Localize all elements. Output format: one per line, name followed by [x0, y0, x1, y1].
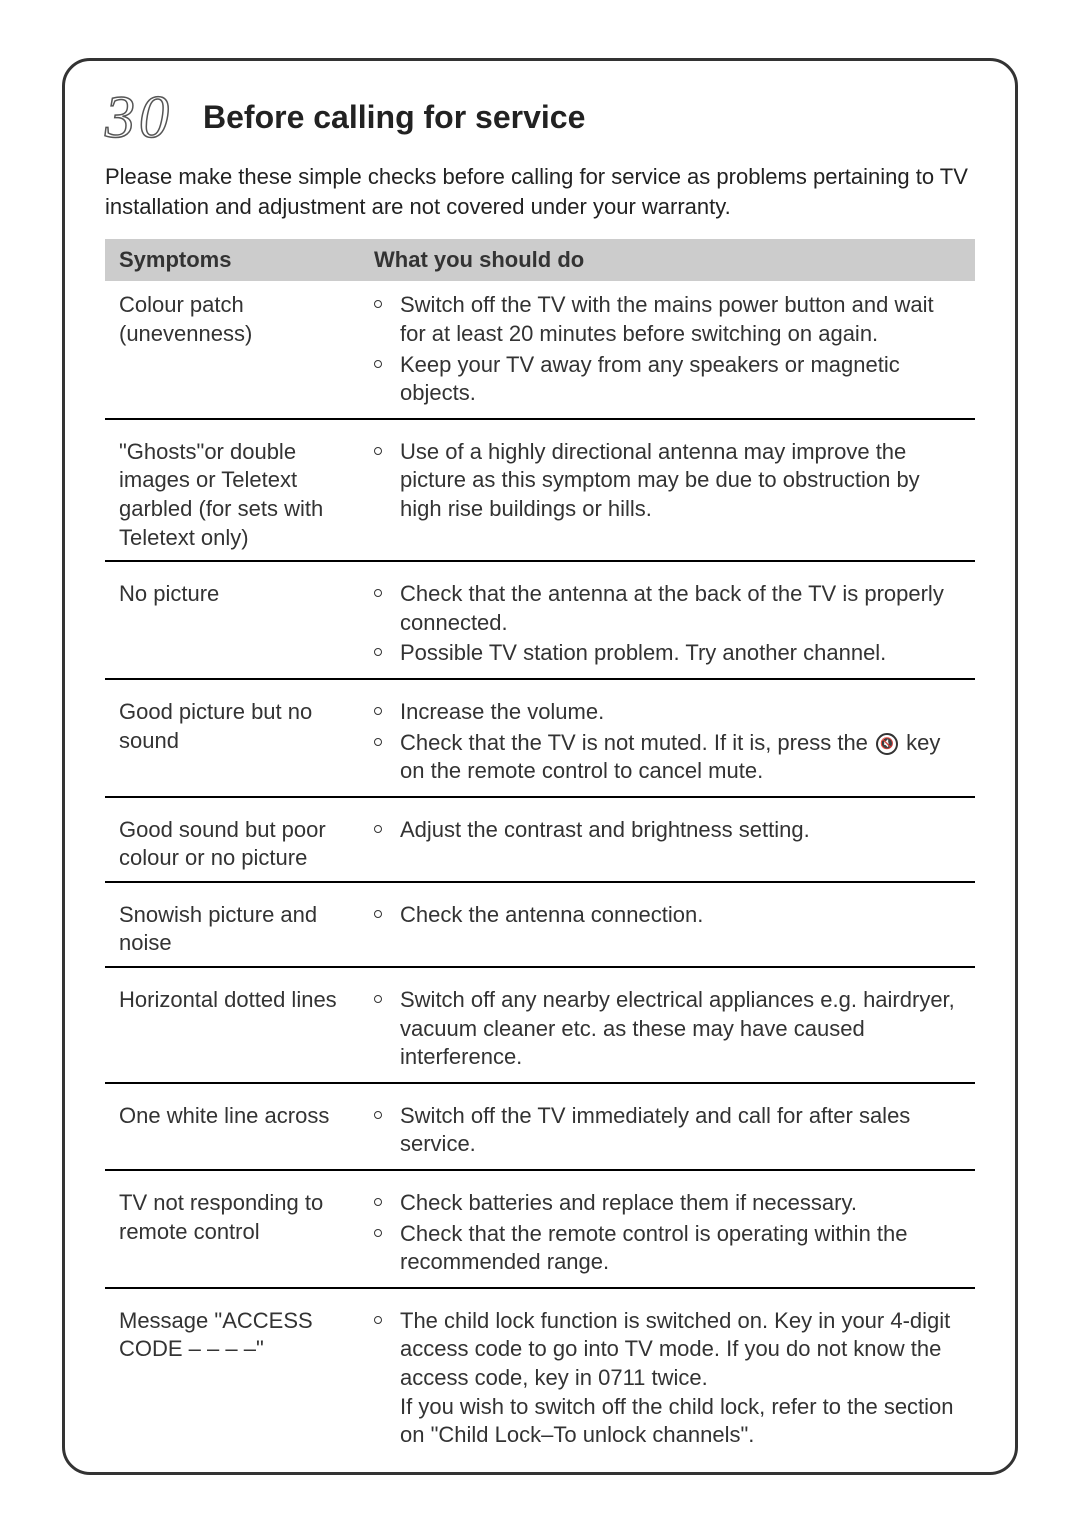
symptom-cell: Horizontal dotted lines: [105, 986, 360, 1084]
action-item: Switch off any nearby electrical applian…: [374, 986, 961, 1072]
table-row: Horizontal dotted lines Switch off any ne…: [105, 976, 975, 1092]
action-item: Check that the TV is not muted. If it is…: [374, 729, 961, 786]
action-text: Check that the remote control is operati…: [400, 1220, 961, 1277]
action-cell: Check that the antenna at the back of th…: [360, 580, 975, 680]
table-row: One white line across Switch off the TV i…: [105, 1092, 975, 1179]
action-cell: The child lock function is switched on. …: [360, 1307, 975, 1460]
action-text: The child lock function is switched on. …: [400, 1307, 961, 1450]
symptom-cell: "Ghosts"or double images or Teletext gar…: [105, 438, 360, 562]
action-text: Check batteries and replace them if nece…: [400, 1189, 961, 1218]
header-symptoms: Symptoms: [105, 239, 360, 281]
action-text: Possible TV station problem. Try another…: [400, 639, 961, 668]
bullet-icon: [374, 360, 382, 368]
action-text: Check the antenna connection.: [400, 901, 961, 930]
bullet-icon: [374, 1229, 382, 1237]
bullet-icon: [374, 707, 382, 715]
action-item: Check the antenna connection.: [374, 901, 961, 930]
table-row: Message "ACCESS CODE – – – –" The child l…: [105, 1297, 975, 1468]
page-container: 30 Before calling for service Please mak…: [62, 58, 1018, 1475]
table-row: TV not responding to remote control Check…: [105, 1179, 975, 1297]
symptom-cell: TV not responding to remote control: [105, 1189, 360, 1289]
action-text: Use of a highly directional antenna may …: [400, 438, 961, 524]
bullet-icon: [374, 1198, 382, 1206]
symptom-cell: Good sound but poor colour or no picture: [105, 816, 360, 883]
table-body: Colour patch (unevenness) Switch off the …: [105, 281, 975, 1467]
action-item: Use of a highly directional antenna may …: [374, 438, 961, 524]
action-cell: Switch off any nearby electrical applian…: [360, 986, 975, 1084]
header-actions: What you should do: [360, 239, 975, 281]
action-text: Keep your TV away from any speakers or m…: [400, 351, 961, 408]
intro-text: Please make these simple checks before c…: [105, 162, 975, 221]
bullet-icon: [374, 738, 382, 746]
action-text: Adjust the contrast and brightness setti…: [400, 816, 961, 845]
action-text: Increase the volume.: [400, 698, 961, 727]
table-header: Symptoms What you should do: [105, 239, 975, 281]
action-item: Keep your TV away from any speakers or m…: [374, 351, 961, 408]
action-cell: Check batteries and replace them if nece…: [360, 1189, 975, 1289]
action-text: Check that the TV is not muted. If it is…: [400, 729, 961, 786]
action-item: Check that the remote control is operati…: [374, 1220, 961, 1277]
table-row: Colour patch (unevenness) Switch off the …: [105, 281, 975, 427]
symptom-cell: Message "ACCESS CODE – – – –": [105, 1307, 360, 1460]
symptom-cell: One white line across: [105, 1102, 360, 1171]
page-title: Before calling for service: [203, 99, 585, 136]
mute-icon: [876, 733, 898, 755]
symptom-cell: No picture: [105, 580, 360, 680]
action-cell: Switch off the TV immediately and call f…: [360, 1102, 975, 1171]
action-cell: Switch off the TV with the mains power b…: [360, 291, 975, 419]
symptom-cell: Snowish picture and noise: [105, 901, 360, 968]
action-item: The child lock function is switched on. …: [374, 1307, 961, 1450]
bullet-icon: [374, 995, 382, 1003]
action-item: Increase the volume.: [374, 698, 961, 727]
table-row: Good picture but no soundIncrease the vo…: [105, 688, 975, 806]
bullet-icon: [374, 1316, 382, 1324]
symptom-cell: Colour patch (unevenness): [105, 291, 360, 419]
section-number: 30: [105, 83, 173, 152]
header-row: 30 Before calling for service: [105, 83, 975, 152]
table-row: No picture Check that the antenna at the …: [105, 570, 975, 688]
bullet-icon: [374, 1111, 382, 1119]
action-cell: Adjust the contrast and brightness setti…: [360, 816, 975, 883]
action-text: Switch off any nearby electrical applian…: [400, 986, 961, 1072]
action-item: Check batteries and replace them if nece…: [374, 1189, 961, 1218]
action-cell: Use of a highly directional antenna may …: [360, 438, 975, 562]
action-text: Check that the antenna at the back of th…: [400, 580, 961, 637]
action-item: Switch off the TV immediately and call f…: [374, 1102, 961, 1159]
action-item: Switch off the TV with the mains power b…: [374, 291, 961, 348]
bullet-icon: [374, 589, 382, 597]
action-text: Switch off the TV immediately and call f…: [400, 1102, 961, 1159]
action-item: Check that the antenna at the back of th…: [374, 580, 961, 637]
bullet-icon: [374, 825, 382, 833]
bullet-icon: [374, 910, 382, 918]
table-row: Good sound but poor colour or no picture…: [105, 806, 975, 891]
action-cell: Increase the volume.Check that the TV is…: [360, 698, 975, 798]
bullet-icon: [374, 648, 382, 656]
action-item: Adjust the contrast and brightness setti…: [374, 816, 961, 845]
action-item: Possible TV station problem. Try another…: [374, 639, 961, 668]
action-text: Switch off the TV with the mains power b…: [400, 291, 961, 348]
symptom-cell: Good picture but no sound: [105, 698, 360, 798]
action-cell: Check the antenna connection.: [360, 901, 975, 968]
bullet-icon: [374, 447, 382, 455]
table-row: Snowish picture and noise Check the anten…: [105, 891, 975, 976]
table-row: "Ghosts"or double images or Teletext gar…: [105, 428, 975, 570]
bullet-icon: [374, 300, 382, 308]
